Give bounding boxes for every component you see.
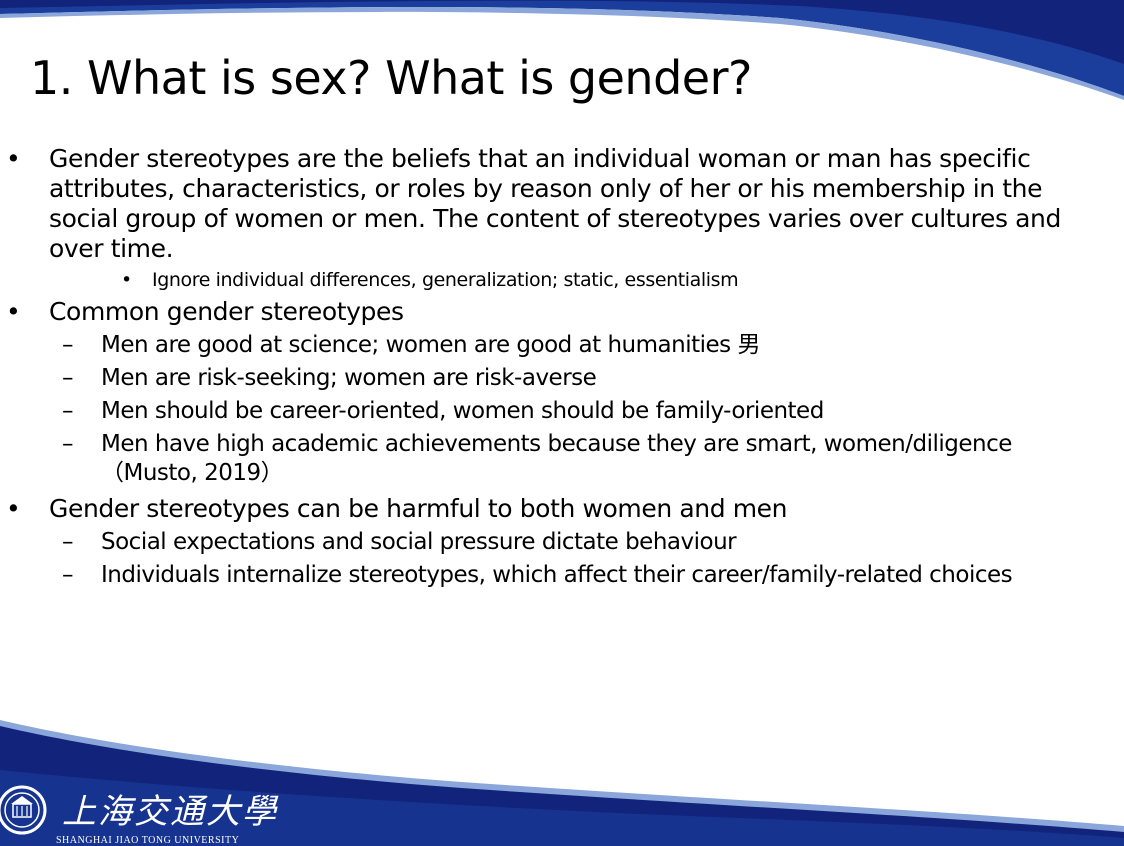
bullet-text: Common gender stereotypes [49,297,404,326]
bullet-text: Ignore individual differences, generaliz… [152,269,739,291]
dash-marker: – [62,365,74,391]
bullet-text: Individuals internalize stereotypes, whi… [101,562,1013,588]
bullet-marker: • [6,494,21,523]
sub-bullet-item: – Men should be career-oriented, women s… [0,397,1124,426]
sub-bullet-item: – Social expectations and social pressur… [0,528,1124,557]
university-seal-icon [0,785,47,835]
slide-title: 1. What is sex? What is gender? [30,51,752,105]
bullet-text: Gender stereotypes are the beliefs that … [49,144,1061,263]
university-name-en: SHANGHAI JIAO TONG UNIVERSITY [56,835,240,846]
sub-sub-bullet-item: • Ignore individual differences, general… [0,267,1124,293]
dash-marker: – [62,529,74,555]
bullet-text: Gender stereotypes can be harmful to bot… [49,494,788,523]
sub-bullet-item: – Individuals internalize stereotypes, w… [0,561,1124,590]
bullet-item: • Gender stereotypes are the beliefs tha… [0,144,1124,264]
bullet-marker: • [121,269,132,291]
bullet-item: • Gender stereotypes can be harmful to b… [0,494,1124,524]
bullet-text: Men are risk-seeking; women are risk-ave… [101,365,597,391]
dash-marker: – [62,398,74,424]
bullet-text: Social expectations and social pressure … [101,529,737,555]
university-name-cn: 上海交通大學 [62,792,278,832]
bullet-marker: • [6,144,21,173]
dash-marker: – [62,332,74,358]
top-wave-decoration [0,0,1124,100]
sub-bullet-item: – Men have high academic achievements be… [0,430,1124,488]
bullet-item: • Common gender stereotypes [0,297,1124,327]
bullet-text: Men have high academic achievements beca… [101,431,1012,486]
bullet-list: • Gender stereotypes are the beliefs tha… [0,144,1124,590]
bullet-text: Men are good at science; women are good … [101,332,760,358]
sub-bullet-item: – Men are risk-seeking; women are risk-a… [0,364,1124,393]
dash-marker: – [62,562,74,588]
dash-marker: – [62,431,74,457]
sub-bullet-item: – Men are good at science; women are goo… [0,331,1124,360]
bullet-marker: • [6,297,21,326]
bullet-text: Men should be career-oriented, women sho… [101,398,824,424]
